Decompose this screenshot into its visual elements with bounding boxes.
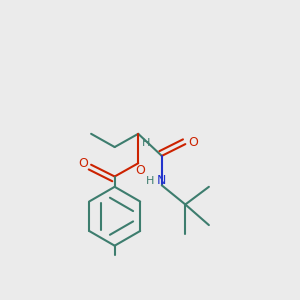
Text: H: H — [141, 138, 150, 148]
Text: H: H — [146, 176, 154, 186]
Text: N: N — [157, 173, 167, 187]
Text: O: O — [135, 164, 145, 177]
Text: O: O — [78, 157, 88, 170]
Text: O: O — [189, 136, 199, 149]
